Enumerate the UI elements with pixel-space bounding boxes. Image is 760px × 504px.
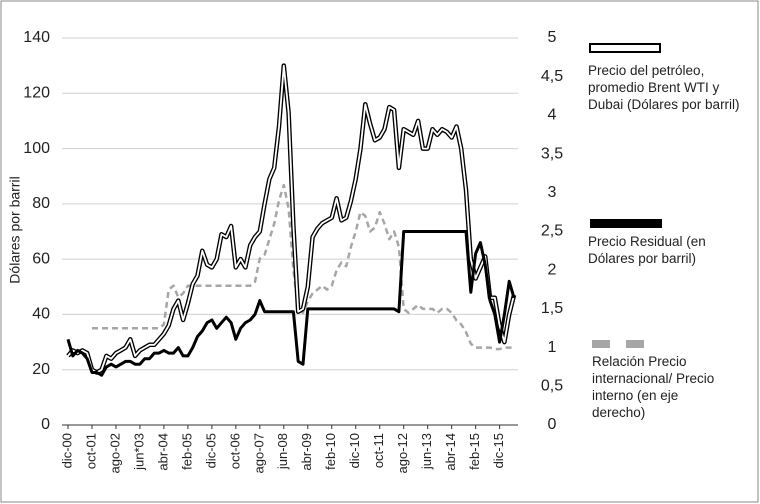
x-tick-label: oct-11 [371,433,386,468]
x-tick-label: abr-04 [155,433,170,471]
x-tick-label: jun-08 [275,433,290,470]
y-tick-label: 80 [32,195,50,212]
y2-tick-label: 2,5 [541,223,563,240]
line [92,183,514,351]
legend-symbol [592,340,610,348]
y2-tick-label: 3 [548,184,557,201]
y2-tick-label: 4,5 [541,68,563,85]
x-tick-label: oct-01 [83,433,98,469]
x-tick-label: ago-12 [395,433,410,473]
y-tick-label: 40 [32,306,50,323]
y-tick-label: 120 [23,85,50,102]
x-tick-label: jun*03 [131,433,146,471]
x-tick-label: dic-00 [59,433,74,468]
legend-symbol [626,340,644,348]
legend-label: Relación Precio internacional/ Precio in… [592,354,715,420]
y2-tick-label: 3,5 [541,145,563,162]
y2-tick-label: 0,5 [541,378,563,395]
x-tick-label: ago-02 [107,433,122,473]
y-tick-label: 60 [32,250,50,267]
y2-tick-label: 5 [548,29,557,46]
x-tick-label: dic-15 [491,433,506,468]
x-tick-label: jun-13 [419,433,434,470]
y-tick-label: 140 [23,29,50,46]
x-tick-label: oct-06 [227,433,242,469]
line [66,230,516,377]
line [67,64,515,374]
legend-symbol [589,43,661,53]
y2-tick-label: 4 [548,107,557,124]
y-tick-label: 20 [32,361,50,378]
x-tick-label: abr-09 [299,433,314,471]
legend-label: Precio Residual (en Dólares por barril) [588,234,706,266]
legend-symbol [590,219,662,228]
legend-label: Precio del petróleo, promedio Brent WTI … [588,63,740,112]
x-tick-label: abr-14 [443,433,458,471]
x-tick-label: feb-05 [179,433,194,470]
y-tick-label: 0 [41,416,50,433]
y-axis-title: Dólares por barril [7,176,23,283]
x-tick-label: dic-05 [203,433,218,468]
y2-tick-label: 2 [548,261,557,278]
x-tick-label: dic-10 [347,433,362,468]
y-tick-label: 100 [23,140,50,157]
x-tick-label: ago-07 [251,433,266,473]
x-tick-label: feb-10 [323,433,338,470]
y2-tick-label: 1 [548,339,557,356]
y2-tick-label: 1,5 [541,300,563,317]
y2-tick-label: 0 [548,416,557,433]
x-tick-label: feb-15 [467,433,482,470]
